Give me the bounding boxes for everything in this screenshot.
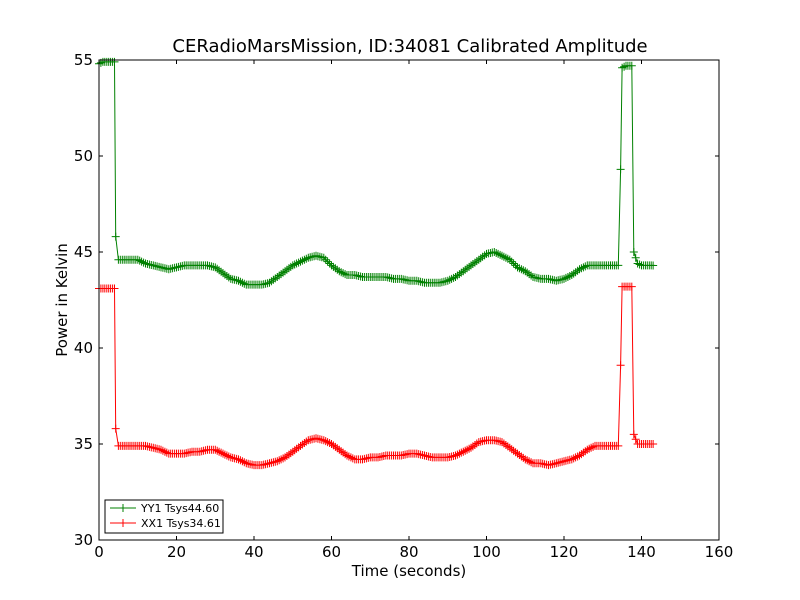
legend-entry-xx1: XX1 Tsys34.61 [110,517,221,530]
y-tick-label: 35 [74,435,93,453]
x-axis: 0 20 40 60 80 100 120 140 160 [94,60,733,561]
y-tick-label: 50 [74,147,93,165]
y-tick-label: 40 [74,339,93,357]
legend-marker-yy1 [119,504,127,512]
y-axis: 30 35 40 45 50 55 [74,51,719,549]
x-axis-label: Time (seconds) [351,562,467,580]
x-tick-label: 100 [472,543,501,561]
x-tick-label: 0 [94,543,104,561]
x-tick-label: 60 [322,543,341,561]
y-tick-label: 30 [74,531,93,549]
y-axis-label: Power in Kelvin [53,243,71,357]
x-tick-label: 120 [550,543,579,561]
y-tick-label: 55 [74,51,93,69]
x-tick-label: 40 [244,543,263,561]
x-tick-label: 160 [705,543,734,561]
legend-marker-xx1 [119,519,127,527]
legend-box [104,499,224,534]
series-layer [95,57,658,470]
y-tick-label: 45 [74,243,93,261]
x-tick-label: 20 [167,543,186,561]
legend-label-xx1: XX1 Tsys34.61 [141,517,221,530]
x-tick-label: 140 [627,543,656,561]
chart-title: CERadioMarsMission, ID:34081 Calibrated … [172,36,647,57]
legend-label-yy1: YY1 Tsys44.60 [140,502,219,515]
legend-entry-yy1: YY1 Tsys44.60 [110,502,219,515]
x-tick-label: 80 [399,543,418,561]
legend: YY1 Tsys44.60 XX1 Tsys34.61 [104,499,224,534]
